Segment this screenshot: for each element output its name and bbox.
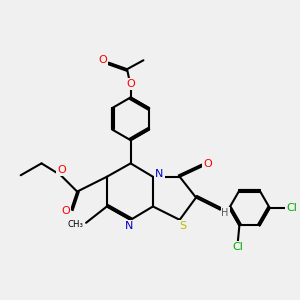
Text: N: N — [125, 221, 133, 231]
Text: S: S — [179, 221, 186, 231]
Text: N: N — [155, 169, 164, 179]
Text: Cl: Cl — [232, 242, 243, 252]
Text: O: O — [203, 159, 212, 169]
Text: O: O — [127, 79, 136, 89]
Text: CH₃: CH₃ — [68, 220, 84, 229]
Text: O: O — [57, 165, 66, 175]
Text: O: O — [98, 55, 107, 65]
Text: Cl: Cl — [286, 203, 297, 213]
Text: O: O — [61, 206, 70, 216]
Text: H: H — [221, 208, 229, 218]
